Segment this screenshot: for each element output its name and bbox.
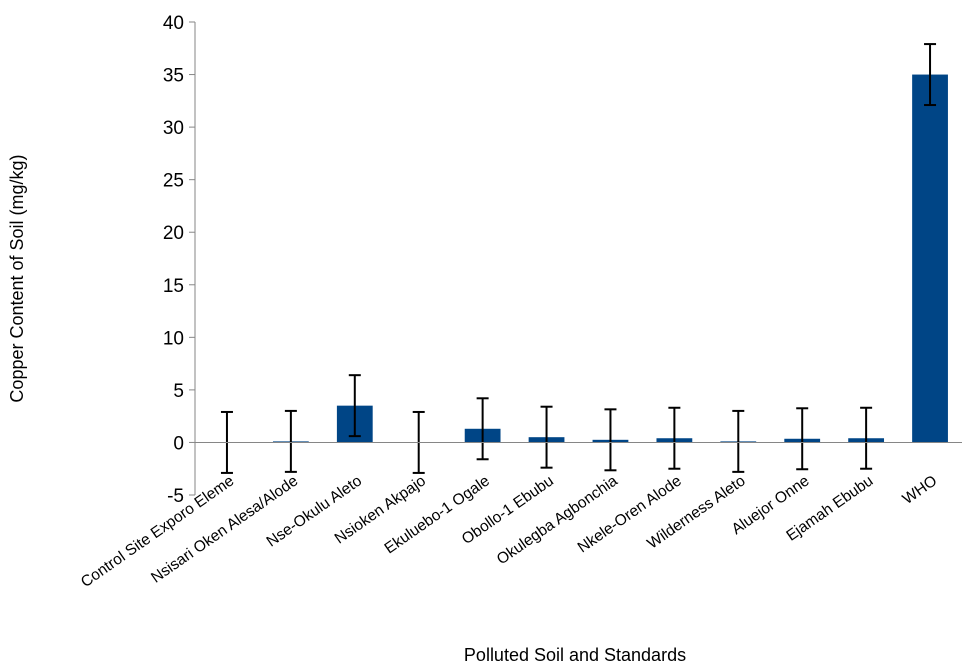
- y-tick-label: -5: [167, 486, 184, 507]
- error-bar: [284, 409, 297, 473]
- y-tick-label: 40: [163, 13, 184, 34]
- error-bar: [796, 407, 809, 471]
- error-bar: [540, 405, 553, 469]
- y-tick-label: 0: [173, 433, 184, 454]
- x-category-label: Okulegba Agbonchia: [494, 472, 621, 568]
- y-axis-ticks: [189, 21, 195, 496]
- y-tick-label: 5: [173, 381, 184, 402]
- error-bar: [732, 409, 745, 473]
- bars: [272, 74, 948, 443]
- error-bar: [476, 397, 489, 461]
- y-axis-title: Copper Content of Soil (mg/kg): [7, 154, 27, 402]
- y-tick-label: 20: [163, 223, 184, 244]
- error-bars: [220, 43, 937, 474]
- y-tick-label: 25: [163, 171, 184, 192]
- y-tick-label: 15: [163, 276, 184, 297]
- x-category-label: Nkele-Oren Alode: [575, 472, 685, 556]
- x-axis-title: Polluted Soil and Standards: [464, 645, 686, 665]
- error-bar: [860, 406, 873, 470]
- error-bar: [924, 43, 937, 107]
- y-tick-label: 10: [163, 328, 184, 349]
- x-category-label: Ekuluebo-1 Ogale: [382, 472, 493, 557]
- y-axis-tick-labels: -5 0 5 10 15 20 25 30 35 40: [163, 13, 184, 507]
- error-bar: [668, 406, 681, 470]
- error-bar: [348, 374, 361, 438]
- bar: [912, 74, 948, 443]
- error-bar: [604, 408, 617, 472]
- y-tick-label: 35: [163, 66, 184, 87]
- x-category-label: WHO: [900, 472, 941, 508]
- y-tick-label: 30: [163, 118, 184, 139]
